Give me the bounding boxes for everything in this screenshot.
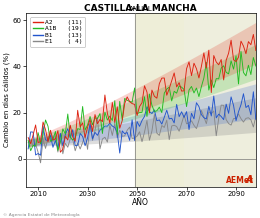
Legend: A2    (11), A1B   (19), B1    (13), E1    ( 4): A2 (11), A1B (19), B1 (13), E1 ( 4) xyxy=(30,17,85,47)
Text: A: A xyxy=(246,175,254,185)
Y-axis label: Cambio en días cálidos (%): Cambio en días cálidos (%) xyxy=(4,53,11,147)
Title: CASTILLA-LA MANCHA: CASTILLA-LA MANCHA xyxy=(84,4,197,13)
Text: AEMet: AEMet xyxy=(226,176,254,185)
X-axis label: AÑO: AÑO xyxy=(132,198,149,207)
Text: © Agencia Estatal de Meteorología: © Agencia Estatal de Meteorología xyxy=(3,213,79,217)
Bar xyxy=(184,13,256,187)
Bar xyxy=(135,13,184,187)
Text: ANUAL: ANUAL xyxy=(129,6,153,12)
